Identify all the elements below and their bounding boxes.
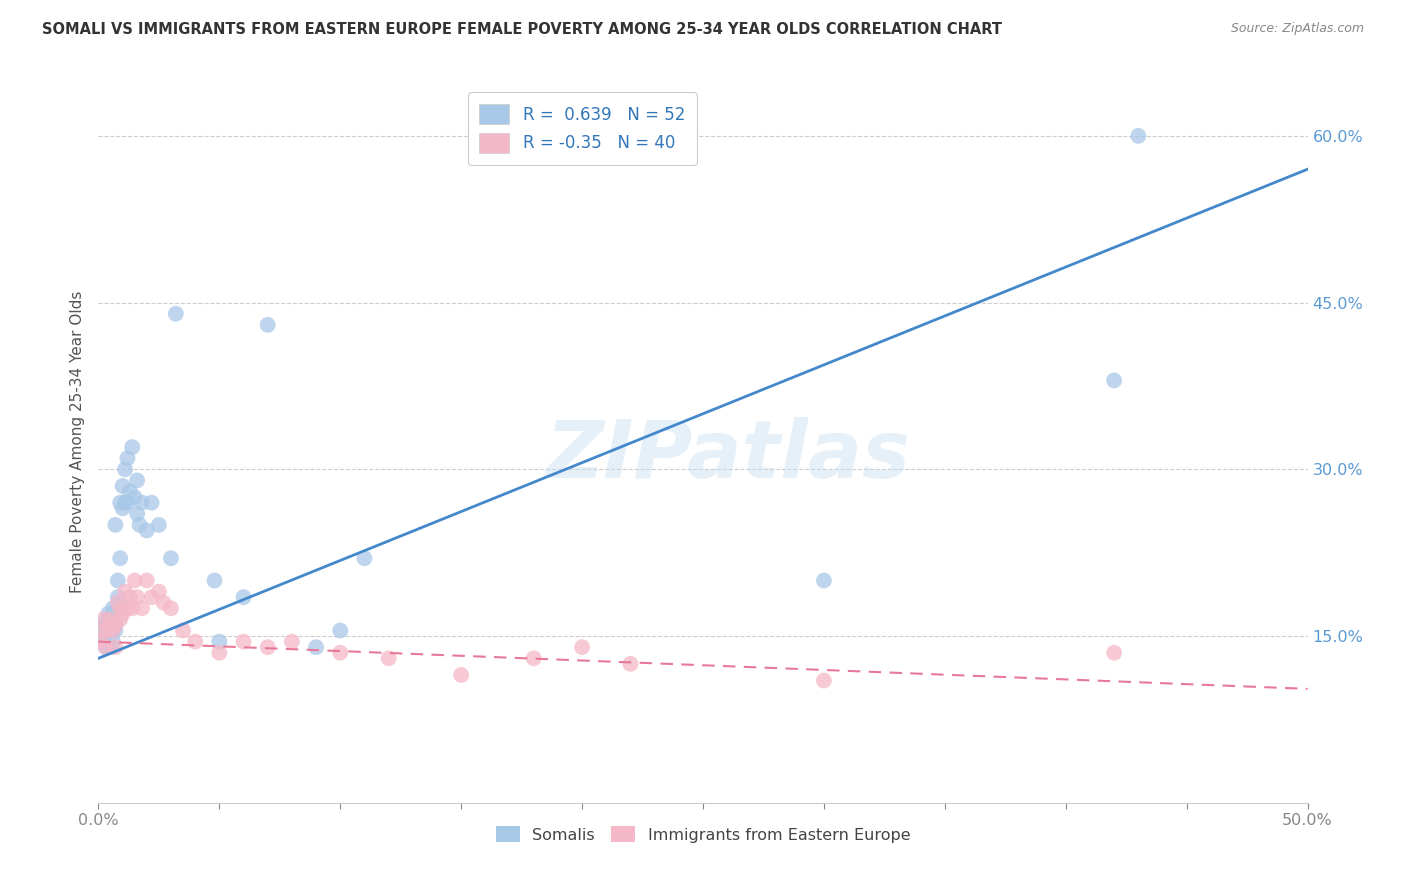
Point [107, 590, 129, 604]
Legend: Somalis, Immigrants from Eastern Europe: Somalis, Immigrants from Eastern Europe [489, 820, 917, 849]
Text: Source: ZipAtlas.com: Source: ZipAtlas.com [1230, 22, 1364, 36]
Point [108, 551, 131, 566]
Point [172, 624, 194, 638]
Point [90, 634, 112, 648]
Point [329, 624, 352, 638]
Point [111, 479, 134, 493]
Point [114, 584, 136, 599]
Point [127, 474, 149, 488]
Point [141, 496, 163, 510]
Point [100, 618, 122, 632]
Point [104, 517, 127, 532]
Point [208, 646, 231, 660]
Point [165, 307, 187, 321]
Point [148, 584, 170, 599]
Point [97, 607, 120, 621]
Point [97, 612, 120, 626]
Point [97, 624, 120, 638]
Point [117, 451, 139, 466]
Point [160, 601, 183, 615]
Point [101, 634, 124, 648]
Point [91, 634, 114, 648]
Point [108, 496, 131, 510]
Point [305, 640, 328, 655]
Point [121, 440, 143, 454]
Point [117, 496, 139, 510]
Point [160, 551, 183, 566]
Point [256, 318, 278, 332]
Point [208, 634, 231, 648]
Point [148, 517, 170, 532]
Point [100, 612, 122, 626]
Point [108, 612, 131, 626]
Point [813, 673, 835, 688]
Point [377, 651, 399, 665]
Point [141, 590, 163, 604]
Point [124, 490, 146, 504]
Point [813, 574, 835, 588]
Point [107, 596, 129, 610]
Point [127, 507, 149, 521]
Point [1102, 373, 1125, 387]
Point [124, 574, 146, 588]
Point [108, 601, 131, 615]
Point [118, 590, 141, 604]
Point [1102, 646, 1125, 660]
Point [97, 624, 120, 638]
Point [91, 624, 114, 638]
Point [256, 640, 278, 655]
Point [135, 574, 157, 588]
Point [152, 596, 174, 610]
Point [111, 607, 134, 621]
Point [104, 624, 127, 638]
Point [117, 601, 139, 615]
Point [101, 601, 124, 615]
Point [353, 551, 375, 566]
Point [94, 640, 117, 655]
Point [127, 590, 149, 604]
Point [232, 590, 254, 604]
Point [108, 596, 131, 610]
Point [131, 496, 153, 510]
Point [128, 517, 150, 532]
Point [104, 618, 127, 632]
Point [90, 618, 112, 632]
Point [204, 574, 226, 588]
Point [232, 634, 254, 648]
Point [121, 601, 143, 615]
Point [111, 501, 134, 516]
Point [107, 574, 129, 588]
Point [100, 640, 122, 655]
Point [107, 601, 129, 615]
Y-axis label: Female Poverty Among 25-34 Year Olds: Female Poverty Among 25-34 Year Olds [69, 291, 84, 592]
Point [571, 640, 593, 655]
Point [94, 618, 117, 632]
Point [90, 624, 112, 638]
Point [523, 651, 546, 665]
Point [100, 624, 122, 638]
Point [101, 624, 124, 638]
Point [104, 640, 127, 655]
Point [450, 668, 472, 682]
Point [1128, 128, 1150, 143]
Point [131, 601, 153, 615]
Point [135, 524, 157, 538]
Text: ZIPatlas: ZIPatlas [544, 417, 910, 495]
Point [114, 462, 136, 476]
Point [100, 612, 122, 626]
Point [329, 646, 352, 660]
Point [114, 496, 136, 510]
Point [619, 657, 641, 671]
Point [104, 618, 127, 632]
Point [94, 640, 117, 655]
Point [281, 634, 304, 648]
Point [101, 612, 124, 626]
Point [101, 624, 124, 638]
Point [184, 634, 207, 648]
Point [118, 484, 141, 499]
Text: SOMALI VS IMMIGRANTS FROM EASTERN EUROPE FEMALE POVERTY AMONG 25-34 YEAR OLDS CO: SOMALI VS IMMIGRANTS FROM EASTERN EUROPE… [42, 22, 1002, 37]
Point [91, 612, 114, 626]
